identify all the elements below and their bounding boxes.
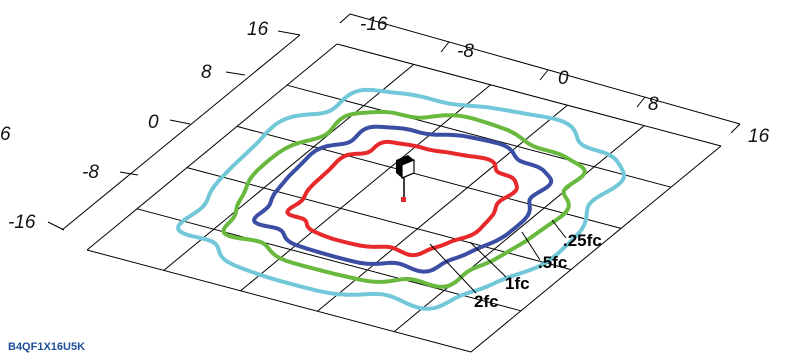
contour-line-1fc <box>252 124 554 274</box>
left-axis-tick-16: 16 <box>247 19 269 40</box>
left-axis-tick-8: 8 <box>201 62 212 83</box>
left-axis-tick-minus8: -8 <box>82 162 99 183</box>
contour-label-05fc: .5fc <box>538 253 567 272</box>
catalog-code: B4QF1X16U5K <box>8 341 85 353</box>
contour-line-05fc <box>221 109 587 289</box>
grid-line <box>86 249 472 353</box>
light-fixture-icon <box>396 155 415 202</box>
isolux-contours <box>176 87 626 311</box>
right-axis-tick-0: 0 <box>558 68 569 89</box>
grid-line <box>163 64 415 271</box>
right-axis-tick-minus16: -16 <box>360 14 388 35</box>
grid-line <box>136 208 522 312</box>
contour-line-2fc <box>285 139 519 258</box>
right-axis-tick-minus8: -8 <box>457 41 474 62</box>
contour-label-1fc: 1fc <box>505 274 530 293</box>
grid-line <box>186 167 572 271</box>
left-axis: 16 8 0 -8 -16 6 <box>0 19 301 233</box>
right-axis: -16 -8 0 8 16 <box>339 13 770 147</box>
grid-line <box>240 84 491 292</box>
right-axis-tick-16: 16 <box>748 126 770 147</box>
grid-line <box>470 145 722 353</box>
contour-label-2fc: 2fc <box>474 292 499 311</box>
grid-line <box>286 84 672 188</box>
edge-fragment-text: 6 <box>0 124 11 145</box>
right-axis-tick-8: 8 <box>648 94 659 115</box>
contour-label-025fc: .25fc <box>563 231 602 250</box>
grid-line <box>336 43 722 147</box>
left-axis-tick-0: 0 <box>148 112 159 133</box>
grid-line <box>393 125 645 332</box>
grid-line <box>86 43 338 251</box>
contour-line-025fc <box>176 87 626 311</box>
contour-labels: 2fc 1fc .5fc .25fc <box>429 219 602 311</box>
left-axis-tick-minus16: -16 <box>8 212 36 233</box>
